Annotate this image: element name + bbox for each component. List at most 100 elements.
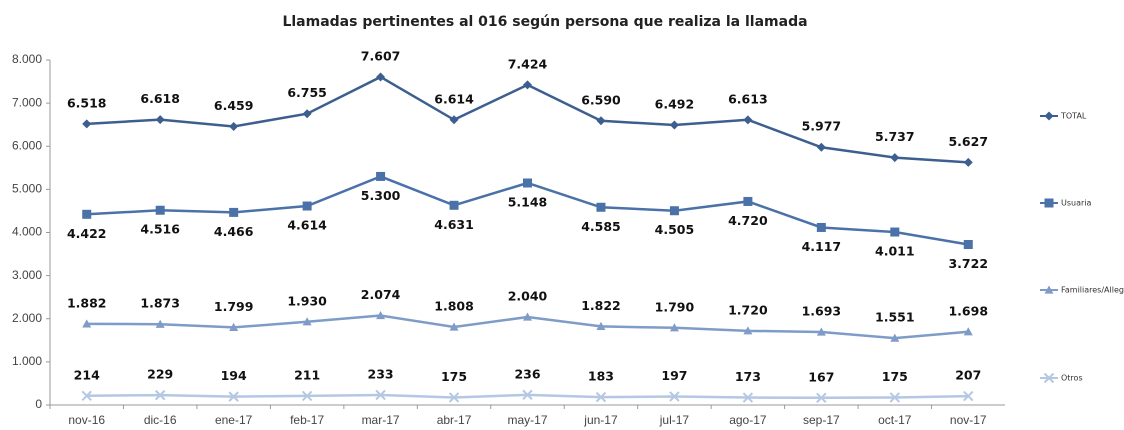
marker [155, 115, 165, 125]
data-label: 2.074 [361, 287, 401, 302]
data-label: 4.011 [875, 244, 915, 259]
data-label: 4.720 [728, 213, 768, 228]
data-label: 4.585 [581, 219, 621, 234]
data-label: 3.722 [948, 256, 988, 271]
marker [229, 121, 239, 131]
marker [742, 392, 754, 403]
marker [302, 201, 312, 211]
marker [596, 116, 606, 126]
data-label: 214 [74, 367, 100, 382]
x-tick-label: nov-17 [950, 413, 987, 427]
data-label: 4.422 [67, 226, 107, 241]
data-label: 211 [294, 367, 320, 382]
marker [376, 311, 386, 320]
marker [523, 178, 532, 188]
marker [890, 153, 900, 163]
marker [1044, 198, 1054, 208]
data-label: 4.466 [214, 224, 254, 239]
y-tick-label: 6.000 [12, 138, 42, 152]
marker [816, 327, 826, 336]
marker [669, 391, 680, 402]
data-label: 1.930 [287, 293, 327, 308]
y-tick-label: 7.000 [12, 95, 42, 109]
x-tick-label: nov-16 [68, 413, 105, 427]
marker [890, 333, 900, 342]
marker [376, 171, 386, 181]
data-label: 4.614 [287, 218, 327, 233]
x-tick-label: oct-17 [878, 413, 912, 427]
data-label: 5.300 [361, 188, 401, 203]
marker [816, 222, 826, 232]
y-tick-label: 4.000 [12, 225, 42, 239]
data-label: 1.720 [728, 302, 768, 317]
y-tick-label: 8.000 [12, 52, 42, 66]
data-label: 6.614 [434, 91, 474, 106]
marker [889, 392, 901, 403]
marker [523, 80, 532, 90]
marker [816, 392, 827, 404]
data-label: 167 [808, 369, 834, 384]
data-label: 207 [955, 368, 981, 383]
data-label: 6.618 [140, 91, 180, 106]
data-label: 5.148 [508, 194, 548, 209]
data-label: 5.737 [875, 129, 915, 144]
data-label: 6.459 [214, 98, 254, 113]
x-tick-label: ago-17 [729, 413, 767, 427]
data-label: 1.790 [655, 299, 695, 314]
data-label: 233 [368, 366, 394, 381]
marker [523, 312, 532, 321]
y-tick-label: 3.000 [12, 268, 42, 282]
data-label: 1.693 [802, 303, 842, 318]
marker [1044, 285, 1054, 294]
marker [1043, 372, 1055, 384]
data-label: 175 [441, 369, 467, 384]
data-label: 173 [735, 369, 761, 384]
x-tick-label: ene-17 [215, 413, 253, 427]
marker [449, 115, 459, 125]
marker [522, 389, 533, 401]
marker [448, 392, 460, 403]
y-tick-label: 1.000 [12, 354, 42, 368]
data-label: 4.516 [140, 222, 180, 237]
x-tick-label: may-17 [507, 413, 547, 427]
data-label: 5.977 [802, 119, 842, 134]
data-label: 7.424 [508, 56, 548, 71]
marker [302, 317, 312, 326]
chart-title: Llamadas pertinentes al 016 según person… [282, 14, 807, 30]
data-label: 4.631 [434, 217, 474, 232]
marker [963, 239, 973, 249]
data-label: 2.040 [508, 289, 548, 304]
marker [375, 389, 386, 401]
marker [669, 206, 679, 216]
data-label: 6.613 [728, 91, 768, 106]
x-tick-label: jul-17 [659, 413, 690, 427]
data-label: 229 [147, 367, 173, 382]
data-label: 183 [588, 369, 614, 384]
data-label: 1.873 [140, 296, 180, 311]
y-tick-label: 2.000 [12, 311, 42, 325]
data-label: 5.627 [948, 134, 988, 149]
marker [155, 205, 165, 215]
marker [596, 321, 606, 331]
marker [669, 323, 679, 332]
data-label: 1.799 [214, 299, 254, 314]
marker [1044, 111, 1054, 121]
marker [82, 319, 92, 328]
marker [596, 202, 606, 212]
marker [229, 207, 239, 217]
data-label: 4.117 [802, 239, 842, 254]
marker [743, 326, 753, 335]
marker [376, 72, 386, 82]
data-label: 197 [661, 368, 687, 383]
data-label: 6.518 [67, 95, 107, 110]
data-label: 194 [221, 368, 247, 383]
data-label: 1.822 [581, 298, 621, 313]
x-tick-label: sep-17 [803, 413, 840, 427]
x-tick-label: abr-17 [437, 413, 472, 427]
data-label: 1.551 [875, 310, 915, 325]
x-tick-label: dic-16 [144, 413, 177, 427]
marker [301, 390, 313, 402]
data-label: 175 [882, 369, 908, 384]
legend-label: TOTAL [1060, 112, 1087, 121]
marker [595, 391, 607, 403]
